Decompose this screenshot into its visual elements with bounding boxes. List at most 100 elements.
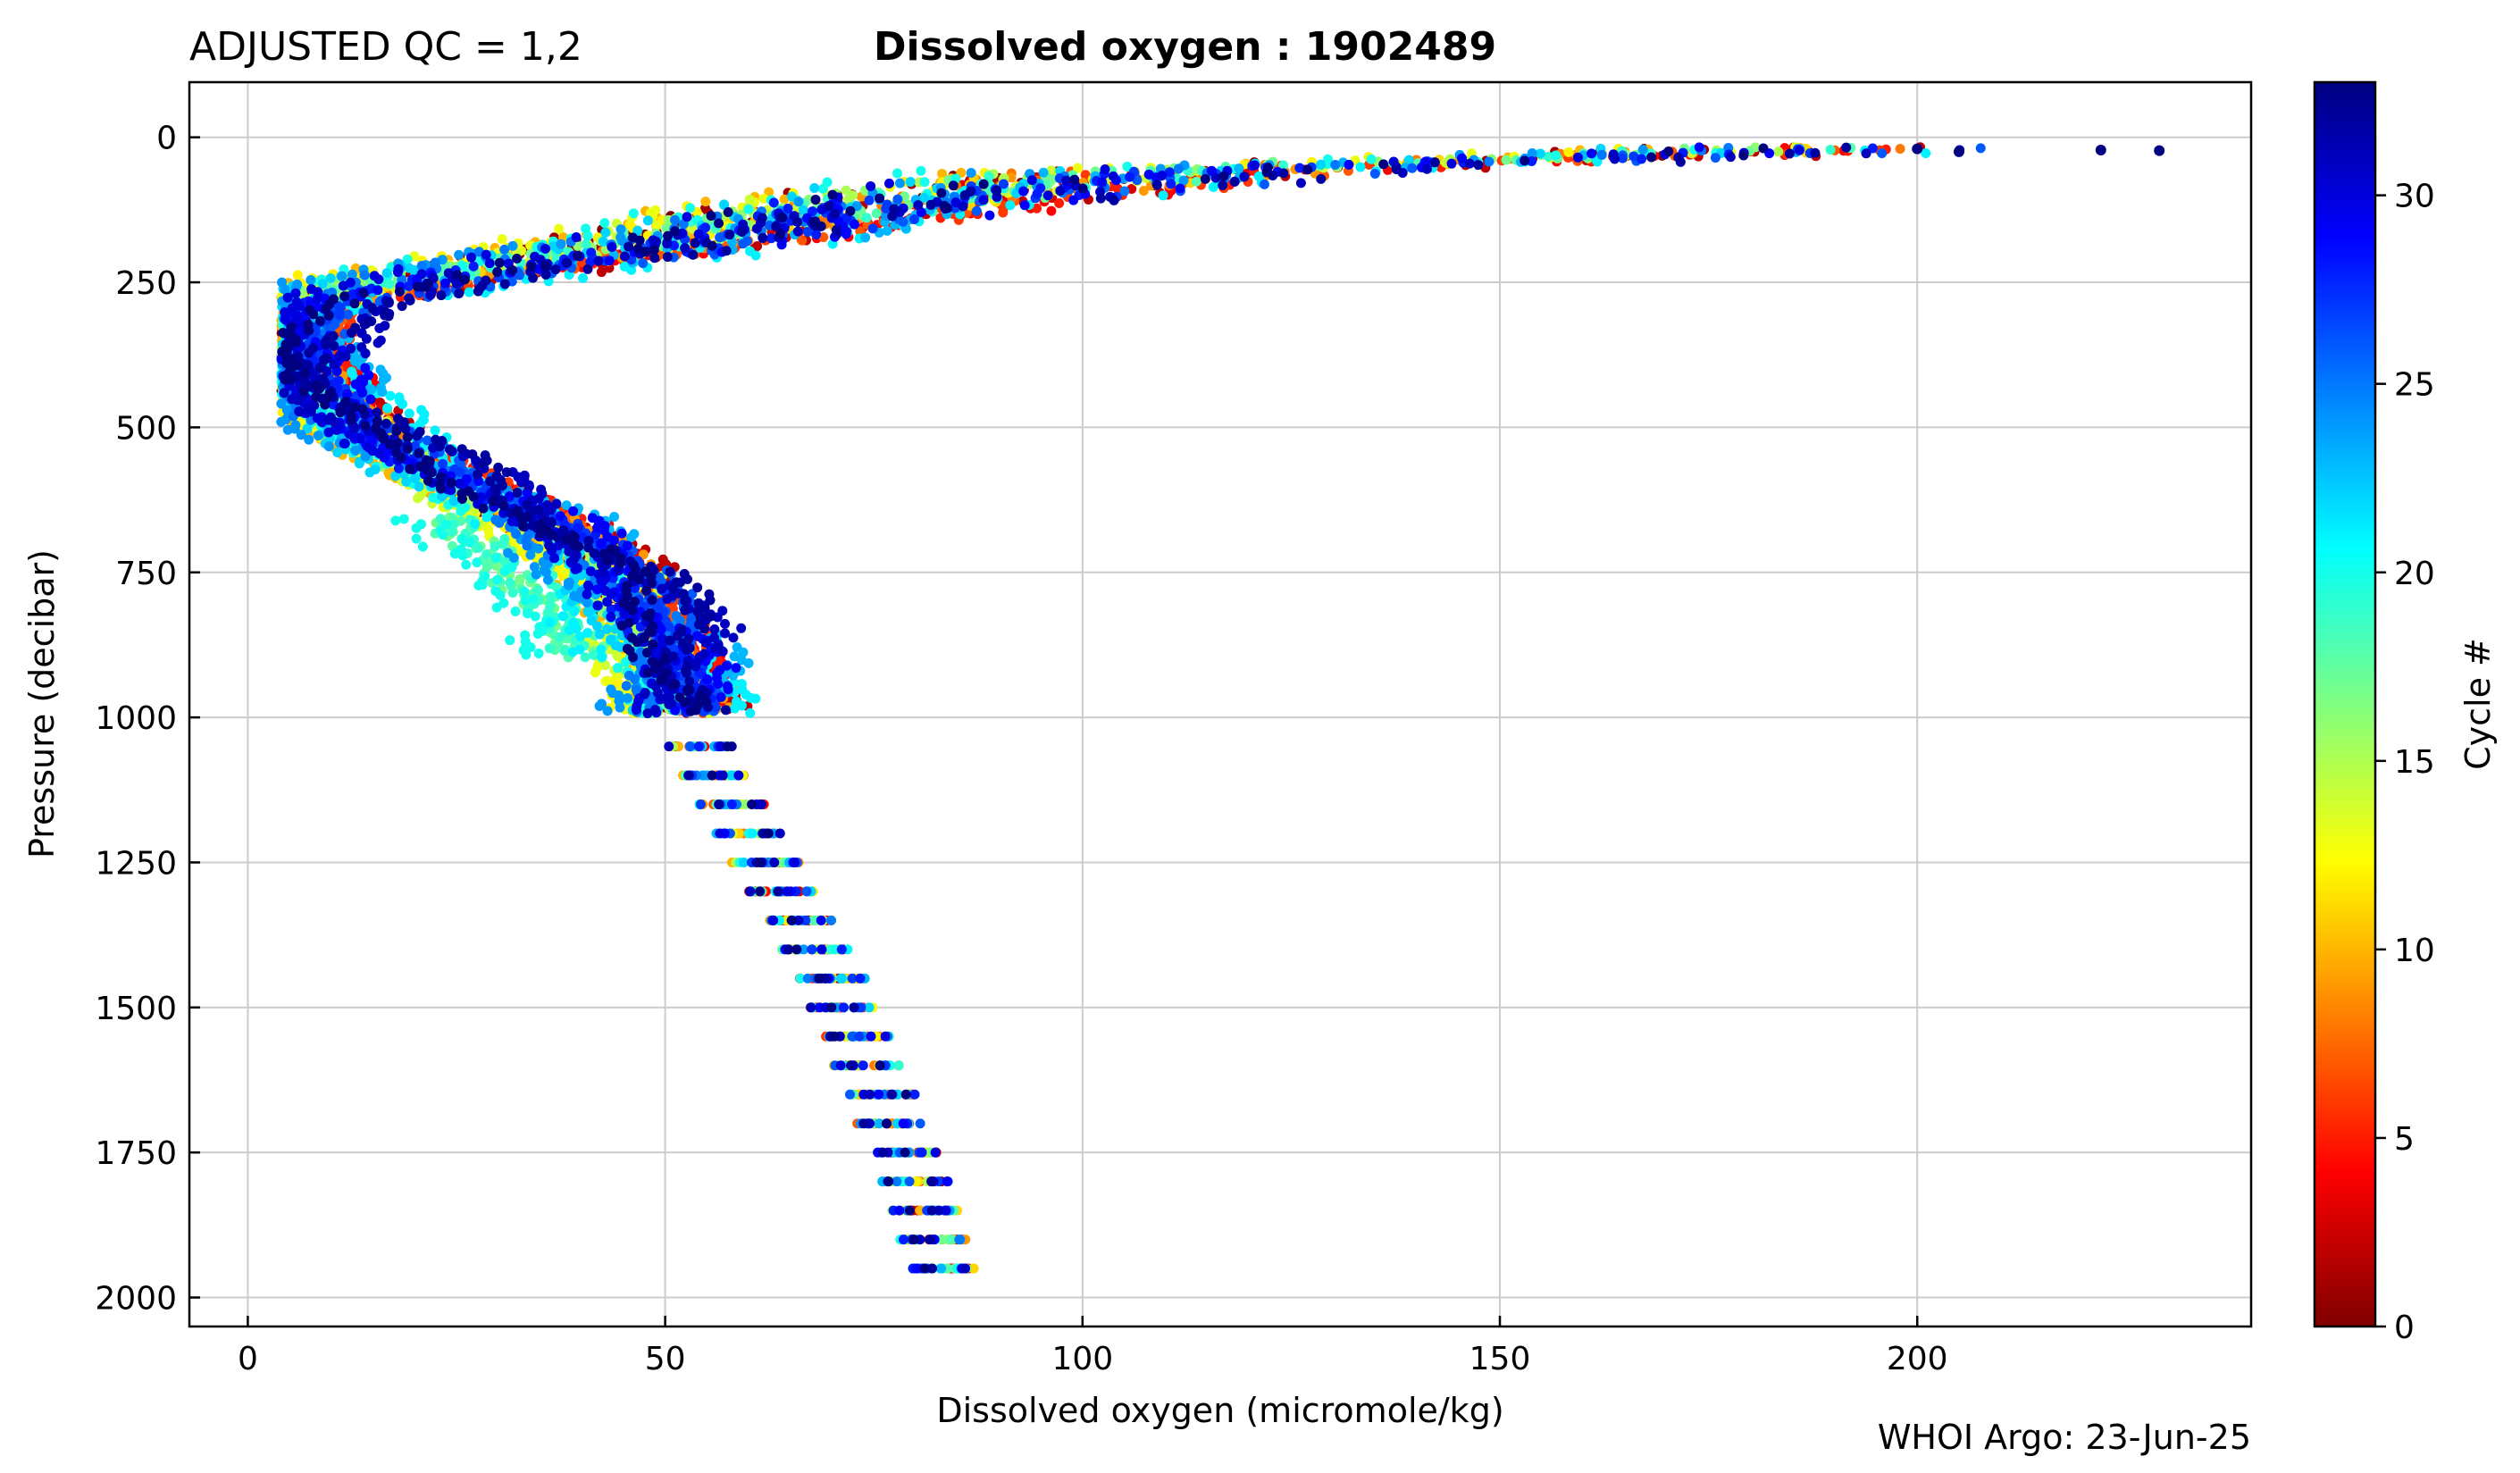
data-point [1551,150,1561,161]
data-point [497,234,507,245]
data-point [998,207,1009,218]
data-point [437,491,448,502]
data-point [495,590,506,600]
data-point [381,268,392,279]
data-point [779,194,790,205]
data-point [600,660,611,671]
data-point [491,552,502,563]
data-point [808,915,819,925]
data-point [520,595,531,606]
data-point [390,471,401,481]
data-point [559,646,570,657]
data-point [491,602,502,613]
data-point [729,703,740,714]
data-point [543,607,554,617]
data-point [919,177,930,188]
data-point [905,177,916,188]
data-point [750,250,761,261]
data-point [461,559,472,570]
data-point [1895,144,1905,155]
qc-label: ADJUSTED QC = 1,2 [189,24,582,70]
data-point [354,458,364,469]
data-point [1046,205,1057,216]
data-point [1323,158,1334,169]
data-point [557,611,568,622]
data-point [430,425,440,436]
data-point [638,549,649,560]
data-point [554,223,565,234]
data-point [414,481,424,492]
data-point [472,557,482,568]
data-point [1072,163,1083,173]
cycle-profile [297,145,1840,1274]
data-point [499,557,510,567]
data-point [1032,203,1042,213]
cycle-profile [276,144,1710,1274]
data-point [398,514,409,524]
data-point [1773,146,1784,157]
data-point [411,523,422,533]
data-point [555,632,565,642]
data-point [498,539,508,549]
data-point [1005,200,1016,211]
data-point [651,221,662,231]
data-point [798,205,808,215]
data-point [916,165,926,176]
data-point [473,580,484,590]
data-point [441,519,452,530]
data-point [598,236,608,247]
data-point [1208,181,1218,192]
data-point [464,287,474,297]
data-point [1563,146,1574,157]
cycle-profile [276,142,1802,1274]
data-point [507,588,518,598]
data-point [530,611,540,622]
data-point [750,693,761,704]
data-point [456,506,466,516]
data-point [700,197,711,207]
data-point [582,230,593,241]
cycle-profile [276,145,1784,1274]
data-point [830,944,841,955]
data-point [1080,170,1091,180]
cycle-profile [280,143,1856,1274]
data-point [569,606,580,616]
data-point [620,657,631,667]
data-point [404,408,414,419]
data-point [481,549,492,560]
data-point [786,191,797,202]
data-point [528,594,539,605]
data-point [1921,147,1931,158]
cycle-profile [277,144,1905,1274]
data-point [1366,154,1377,164]
cycle-profile [289,144,1805,1274]
data-point [564,624,574,635]
data-point [594,629,605,640]
data-point [491,561,502,572]
data-point [642,215,653,226]
data-point [797,235,808,246]
cycle-profile [276,144,1653,1274]
data-point [417,541,428,552]
data-point [860,232,871,243]
cycle-profile [280,145,1836,1274]
data-point [596,644,607,655]
data-point [519,586,530,597]
data-point [409,264,420,275]
data-point [758,193,769,204]
data-point [727,237,738,247]
data-point [581,239,591,249]
data-point [809,182,820,193]
data-point [448,519,459,530]
data-point [745,707,756,718]
data-point [332,447,343,457]
data-point [1006,172,1017,183]
data-point [470,519,481,530]
data-point [567,647,578,657]
data-point [449,548,460,559]
data-point [580,652,590,663]
chart-title: Dissolved oxygen : 1902489 [874,24,1496,70]
cycle-profile [277,142,1813,1274]
data-point [915,1205,925,1216]
data-point [626,264,637,275]
